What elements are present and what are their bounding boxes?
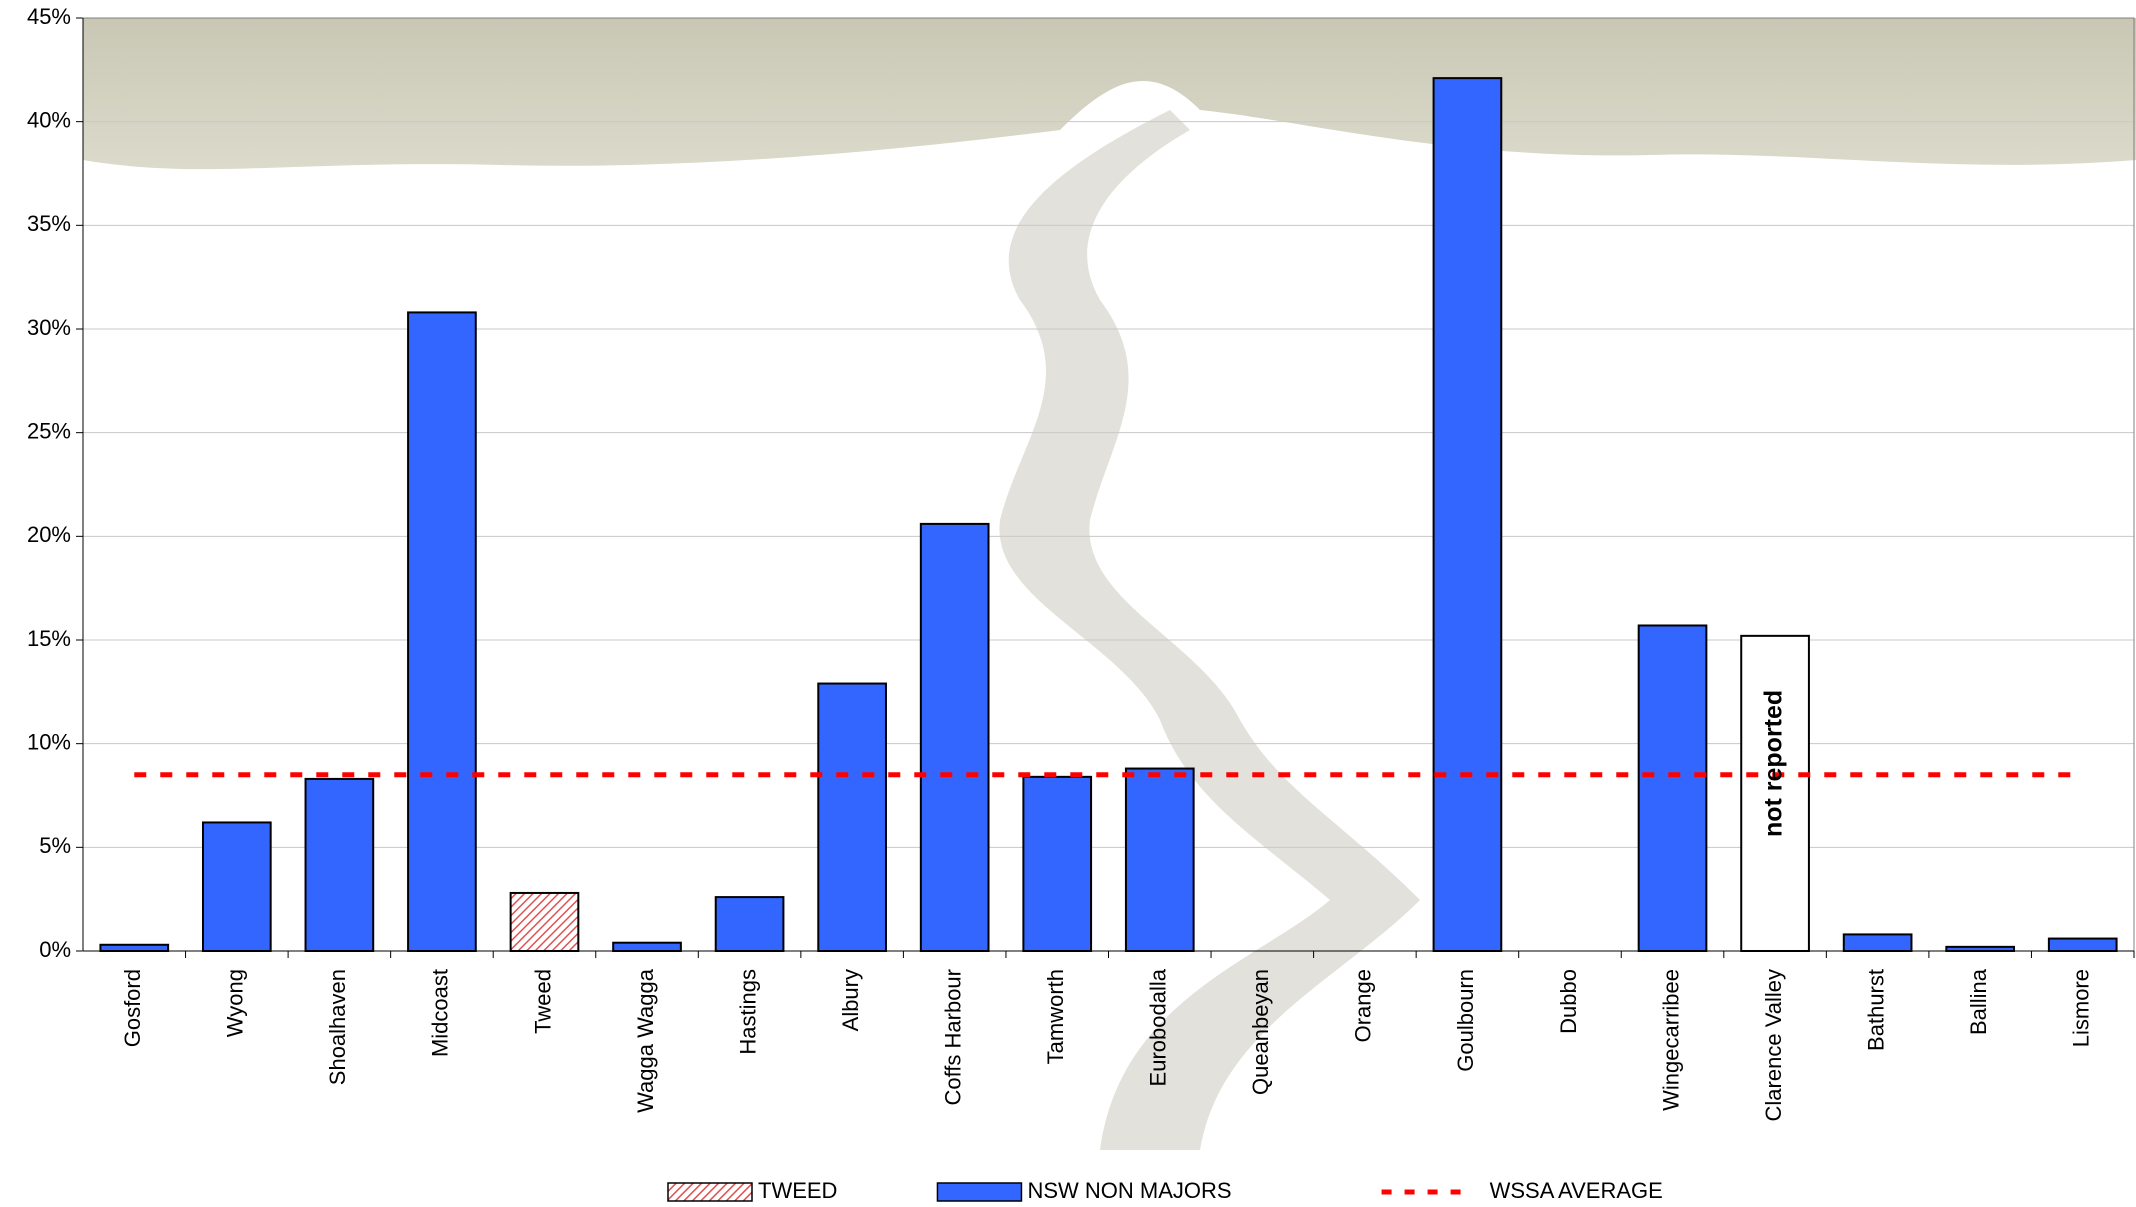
x-tick-label: Wagga Wagga — [633, 968, 658, 1113]
x-tick-label: Queanbeyan — [1248, 969, 1273, 1095]
bar — [714, 896, 785, 952]
bar — [1022, 775, 1093, 953]
not-reported-box — [1740, 634, 1810, 952]
bar — [2047, 937, 2118, 952]
x-tick-label: Clarence Valley — [1761, 969, 1786, 1121]
x-tick-label: Bathurst — [1863, 969, 1888, 1051]
x-tick-label: Wingecarribee — [1658, 969, 1683, 1111]
x-tick-label: Eurobodalla — [1146, 968, 1171, 1086]
background — [83, 18, 2136, 1150]
y-tick-label: 25% — [27, 418, 71, 443]
legend-label: WSSA AVERAGE — [1490, 1178, 1663, 1203]
x-tick-label: Dubbo — [1556, 969, 1581, 1034]
y-tick-label: 10% — [27, 729, 71, 754]
y-tick-label: 30% — [27, 315, 71, 340]
y-tick-label: 15% — [27, 626, 71, 651]
y-tick-label: 5% — [39, 833, 71, 858]
y-tick-label: 45% — [27, 4, 71, 29]
bar — [99, 943, 170, 953]
bar — [1124, 767, 1195, 953]
x-tick-label: Coffs Harbour — [940, 969, 965, 1106]
bar — [201, 821, 272, 952]
x-tick-label: Albury — [838, 969, 863, 1031]
bar — [1945, 945, 2016, 952]
x-tick-label: Gosford — [120, 969, 145, 1047]
bar — [407, 311, 477, 952]
x-tick-label: Goulbourn — [1453, 969, 1478, 1072]
y-tick-label: 0% — [39, 937, 71, 962]
bar — [1432, 77, 1503, 953]
bar — [1842, 933, 1913, 952]
bar — [612, 941, 682, 952]
bar — [817, 682, 887, 952]
y-tick-label: 20% — [27, 522, 71, 547]
y-tick-label: 40% — [27, 107, 71, 132]
x-tick-label: Lismore — [2069, 969, 2094, 1047]
x-tick-label: Midcoast — [428, 969, 453, 1057]
bar — [919, 522, 990, 952]
bar — [1637, 624, 1708, 953]
legend-label: NSW NON MAJORS — [1027, 1178, 1231, 1203]
x-tick-label: Orange — [1351, 969, 1376, 1042]
x-tick-label: Shoalhaven — [325, 969, 350, 1085]
x-tick-label: Tamworth — [1043, 969, 1068, 1064]
x-tick-label: Wyong — [223, 969, 248, 1037]
legend-label: TWEED — [758, 1178, 837, 1203]
legend-swatch — [667, 1182, 753, 1202]
x-tick-label: Tweed — [530, 969, 555, 1034]
x-tick-label: Ballina — [1966, 968, 1991, 1035]
y-tick-label: 35% — [27, 211, 71, 236]
annotation: not reported — [1760, 690, 1788, 837]
x-tick-label: Hastings — [735, 969, 760, 1055]
bar — [304, 777, 375, 952]
legend-swatch — [936, 1182, 1023, 1202]
bar — [509, 891, 580, 952]
